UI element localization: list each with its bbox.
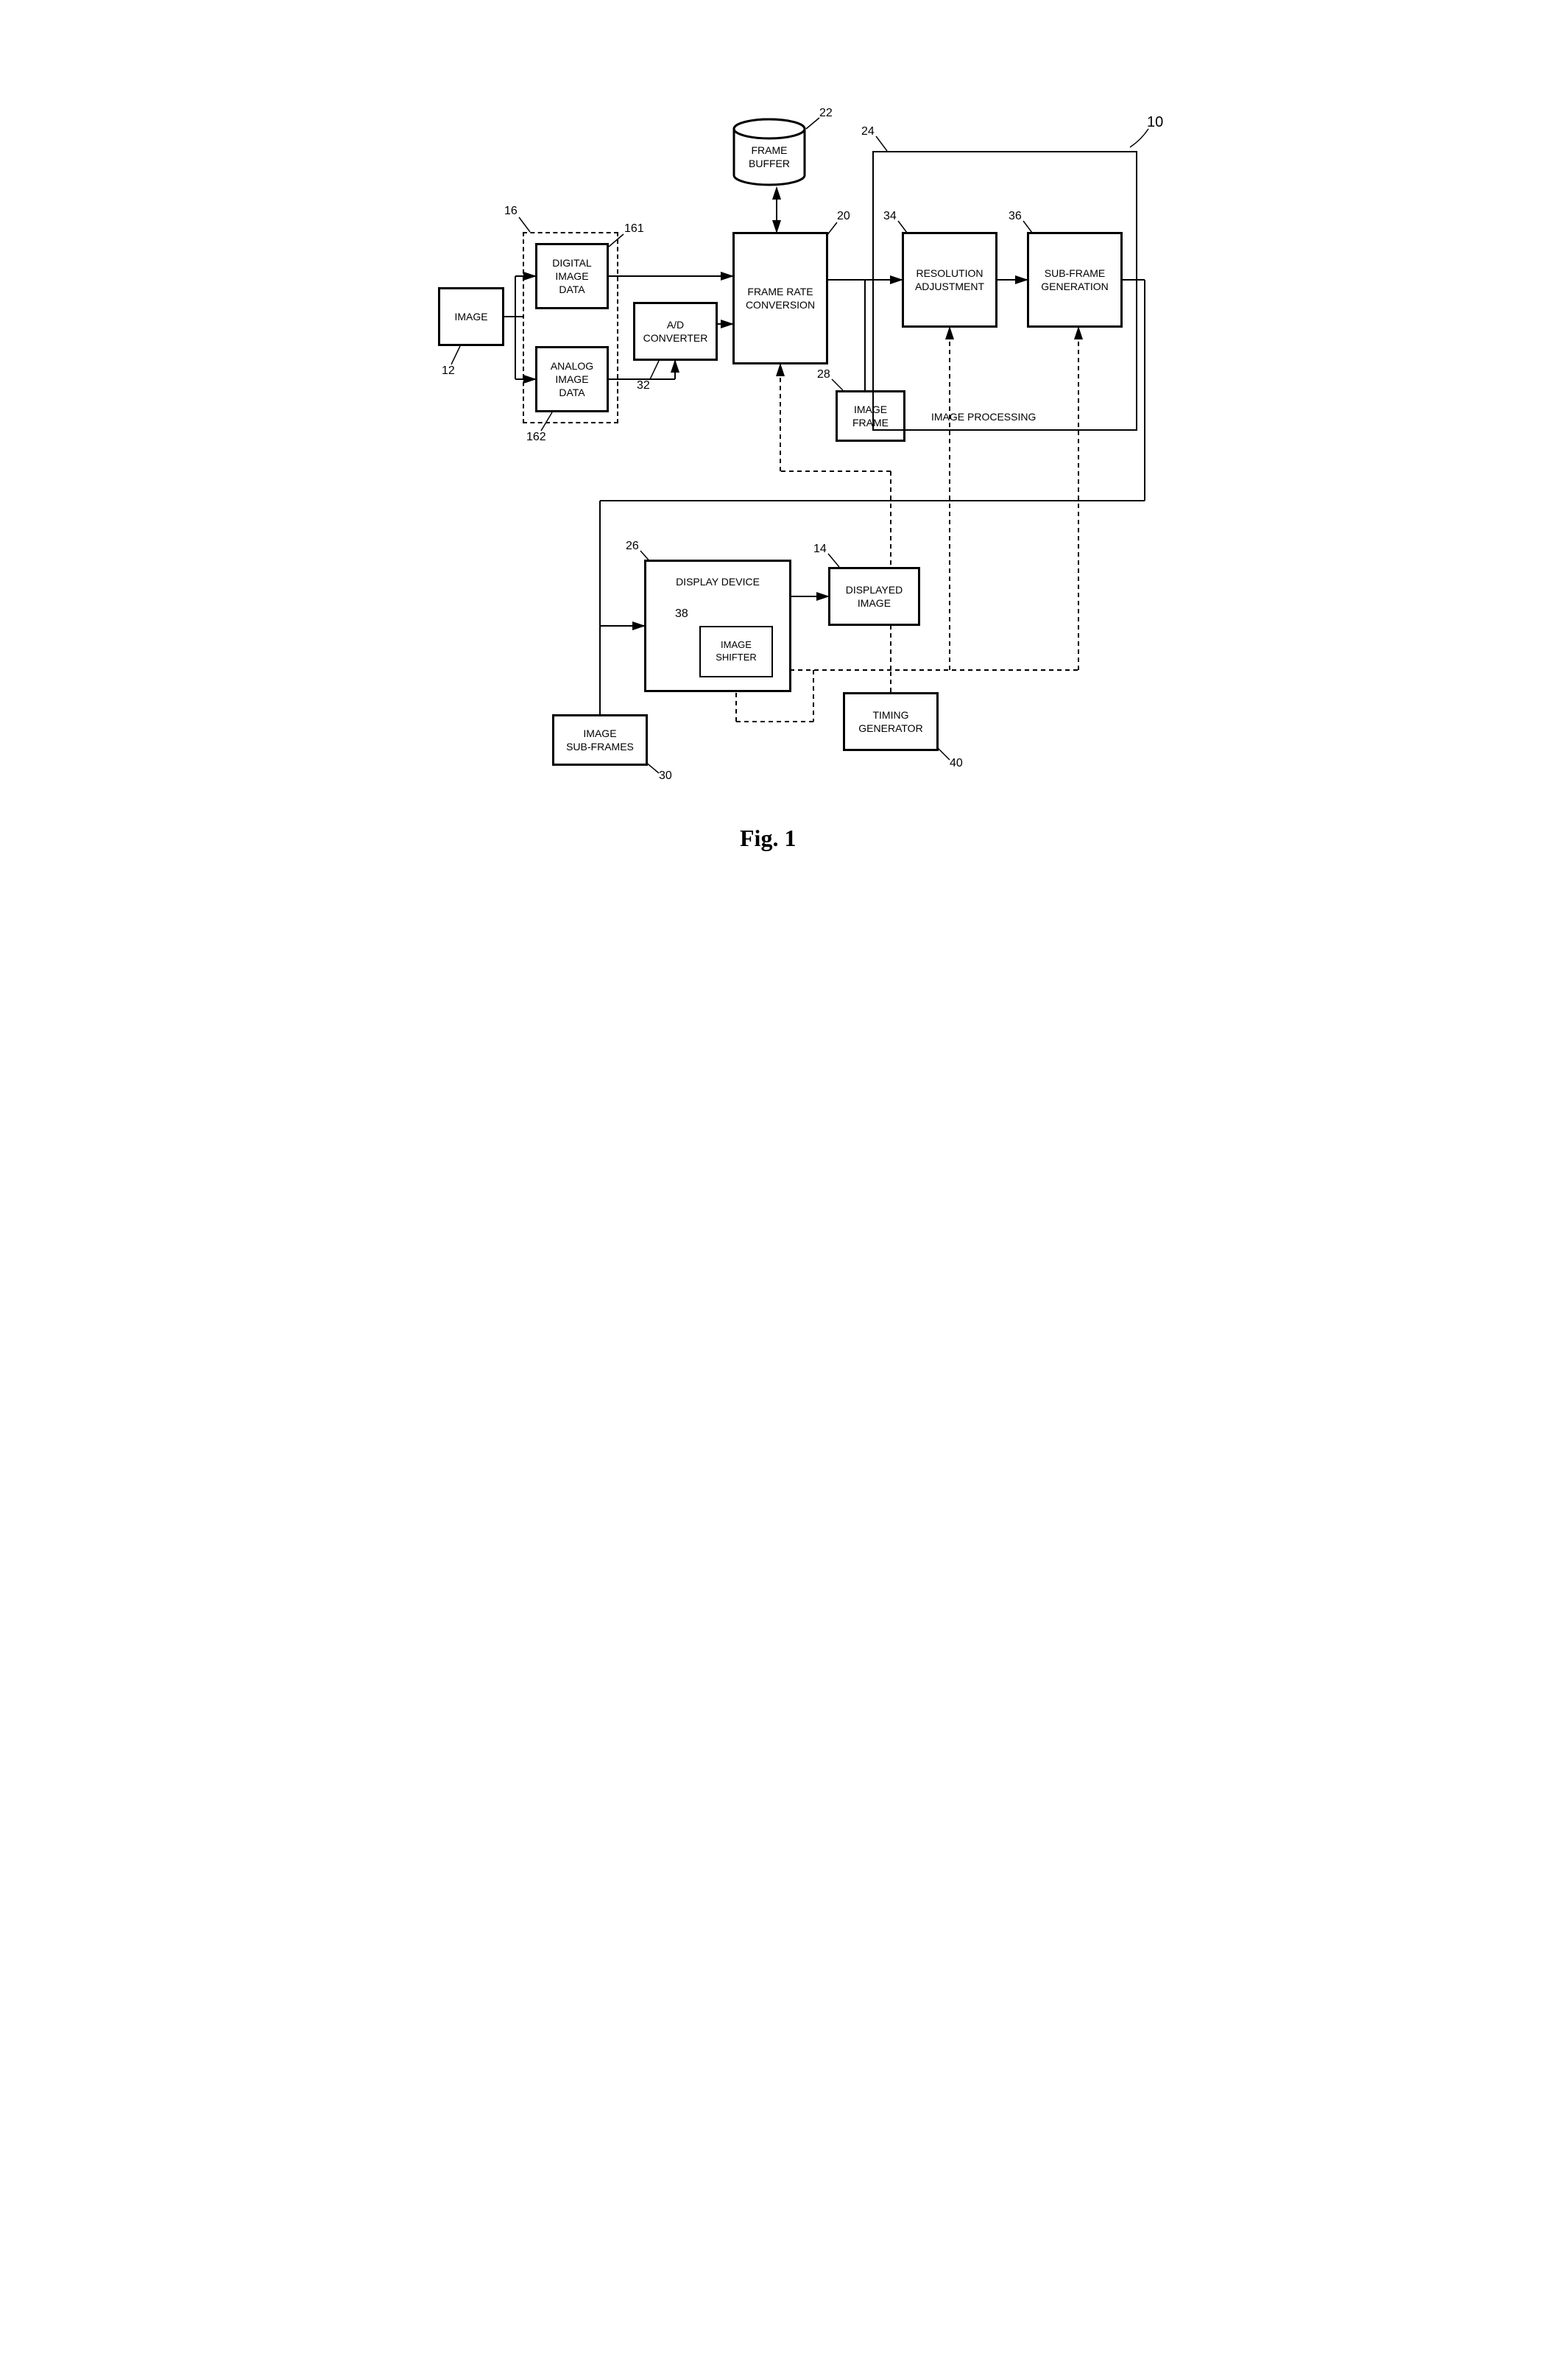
sub-frame-generation-box: SUB-FRAMEGENERATION xyxy=(1027,232,1123,328)
timing-generator-box: TIMINGGENERATOR xyxy=(843,692,939,751)
displayed-image-label: DISPLAYEDIMAGE xyxy=(846,583,903,610)
image-sub-frames-label: IMAGESUB-FRAMES xyxy=(566,727,634,753)
resolution-adjustment-label: RESOLUTIONADJUSTMENT xyxy=(915,267,984,293)
image-shifter-box: IMAGESHIFTER xyxy=(699,626,773,677)
sub-frame-generation-label: SUB-FRAMEGENERATION xyxy=(1041,267,1109,293)
analog-image-data-label: ANALOGIMAGEDATA xyxy=(551,359,593,400)
ref-16: 16 xyxy=(504,205,518,218)
image-sub-frames-box: IMAGESUB-FRAMES xyxy=(552,714,648,766)
ref-20: 20 xyxy=(837,210,850,223)
ref-38: 38 xyxy=(675,607,688,621)
ref-14: 14 xyxy=(813,543,827,556)
ref-34: 34 xyxy=(883,210,897,223)
analog-image-data-box: ANALOGIMAGEDATA xyxy=(535,346,609,412)
diagram-canvas: IMAGE 12 16 DIGITALIMAGEDATA 161 ANALOGI… xyxy=(416,29,1152,1134)
ref-30: 30 xyxy=(659,769,672,783)
ref-36: 36 xyxy=(1009,210,1022,223)
image-processing-label: IMAGE PROCESSING xyxy=(931,411,1036,423)
display-device-label: DISPLAY DEVICE xyxy=(676,575,760,588)
ref-12: 12 xyxy=(442,364,455,378)
image-shifter-label: IMAGESHIFTER xyxy=(716,639,757,664)
ref-10: 10 xyxy=(1147,114,1163,131)
frame-buffer-cylinder: FRAMEBUFFER xyxy=(732,118,806,184)
ref-26: 26 xyxy=(626,540,639,553)
ref-40: 40 xyxy=(950,757,963,770)
digital-image-data-label: DIGITALIMAGEDATA xyxy=(552,256,591,297)
ref-22: 22 xyxy=(819,107,833,120)
ref-32: 32 xyxy=(637,379,650,392)
ref-161: 161 xyxy=(624,222,644,236)
image-label: IMAGE xyxy=(454,310,487,323)
figure-title: Fig. 1 xyxy=(740,825,796,852)
frame-buffer-label: FRAMEBUFFER xyxy=(732,144,806,170)
ref-24: 24 xyxy=(861,125,875,138)
ref-28: 28 xyxy=(817,368,830,381)
ref-162: 162 xyxy=(526,431,546,444)
resolution-adjustment-box: RESOLUTIONADJUSTMENT xyxy=(902,232,997,328)
displayed-image-box: DISPLAYEDIMAGE xyxy=(828,567,920,626)
timing-generator-label: TIMINGGENERATOR xyxy=(858,708,922,735)
frame-rate-conversion-label: FRAME RATECONVERSION xyxy=(746,285,815,311)
frame-rate-conversion-box: FRAME RATECONVERSION xyxy=(732,232,828,364)
ad-converter-label: A/DCONVERTER xyxy=(643,318,708,345)
image-box: IMAGE xyxy=(438,287,504,346)
digital-image-data-box: DIGITALIMAGEDATA xyxy=(535,243,609,309)
ad-converter-box: A/DCONVERTER xyxy=(633,302,718,361)
